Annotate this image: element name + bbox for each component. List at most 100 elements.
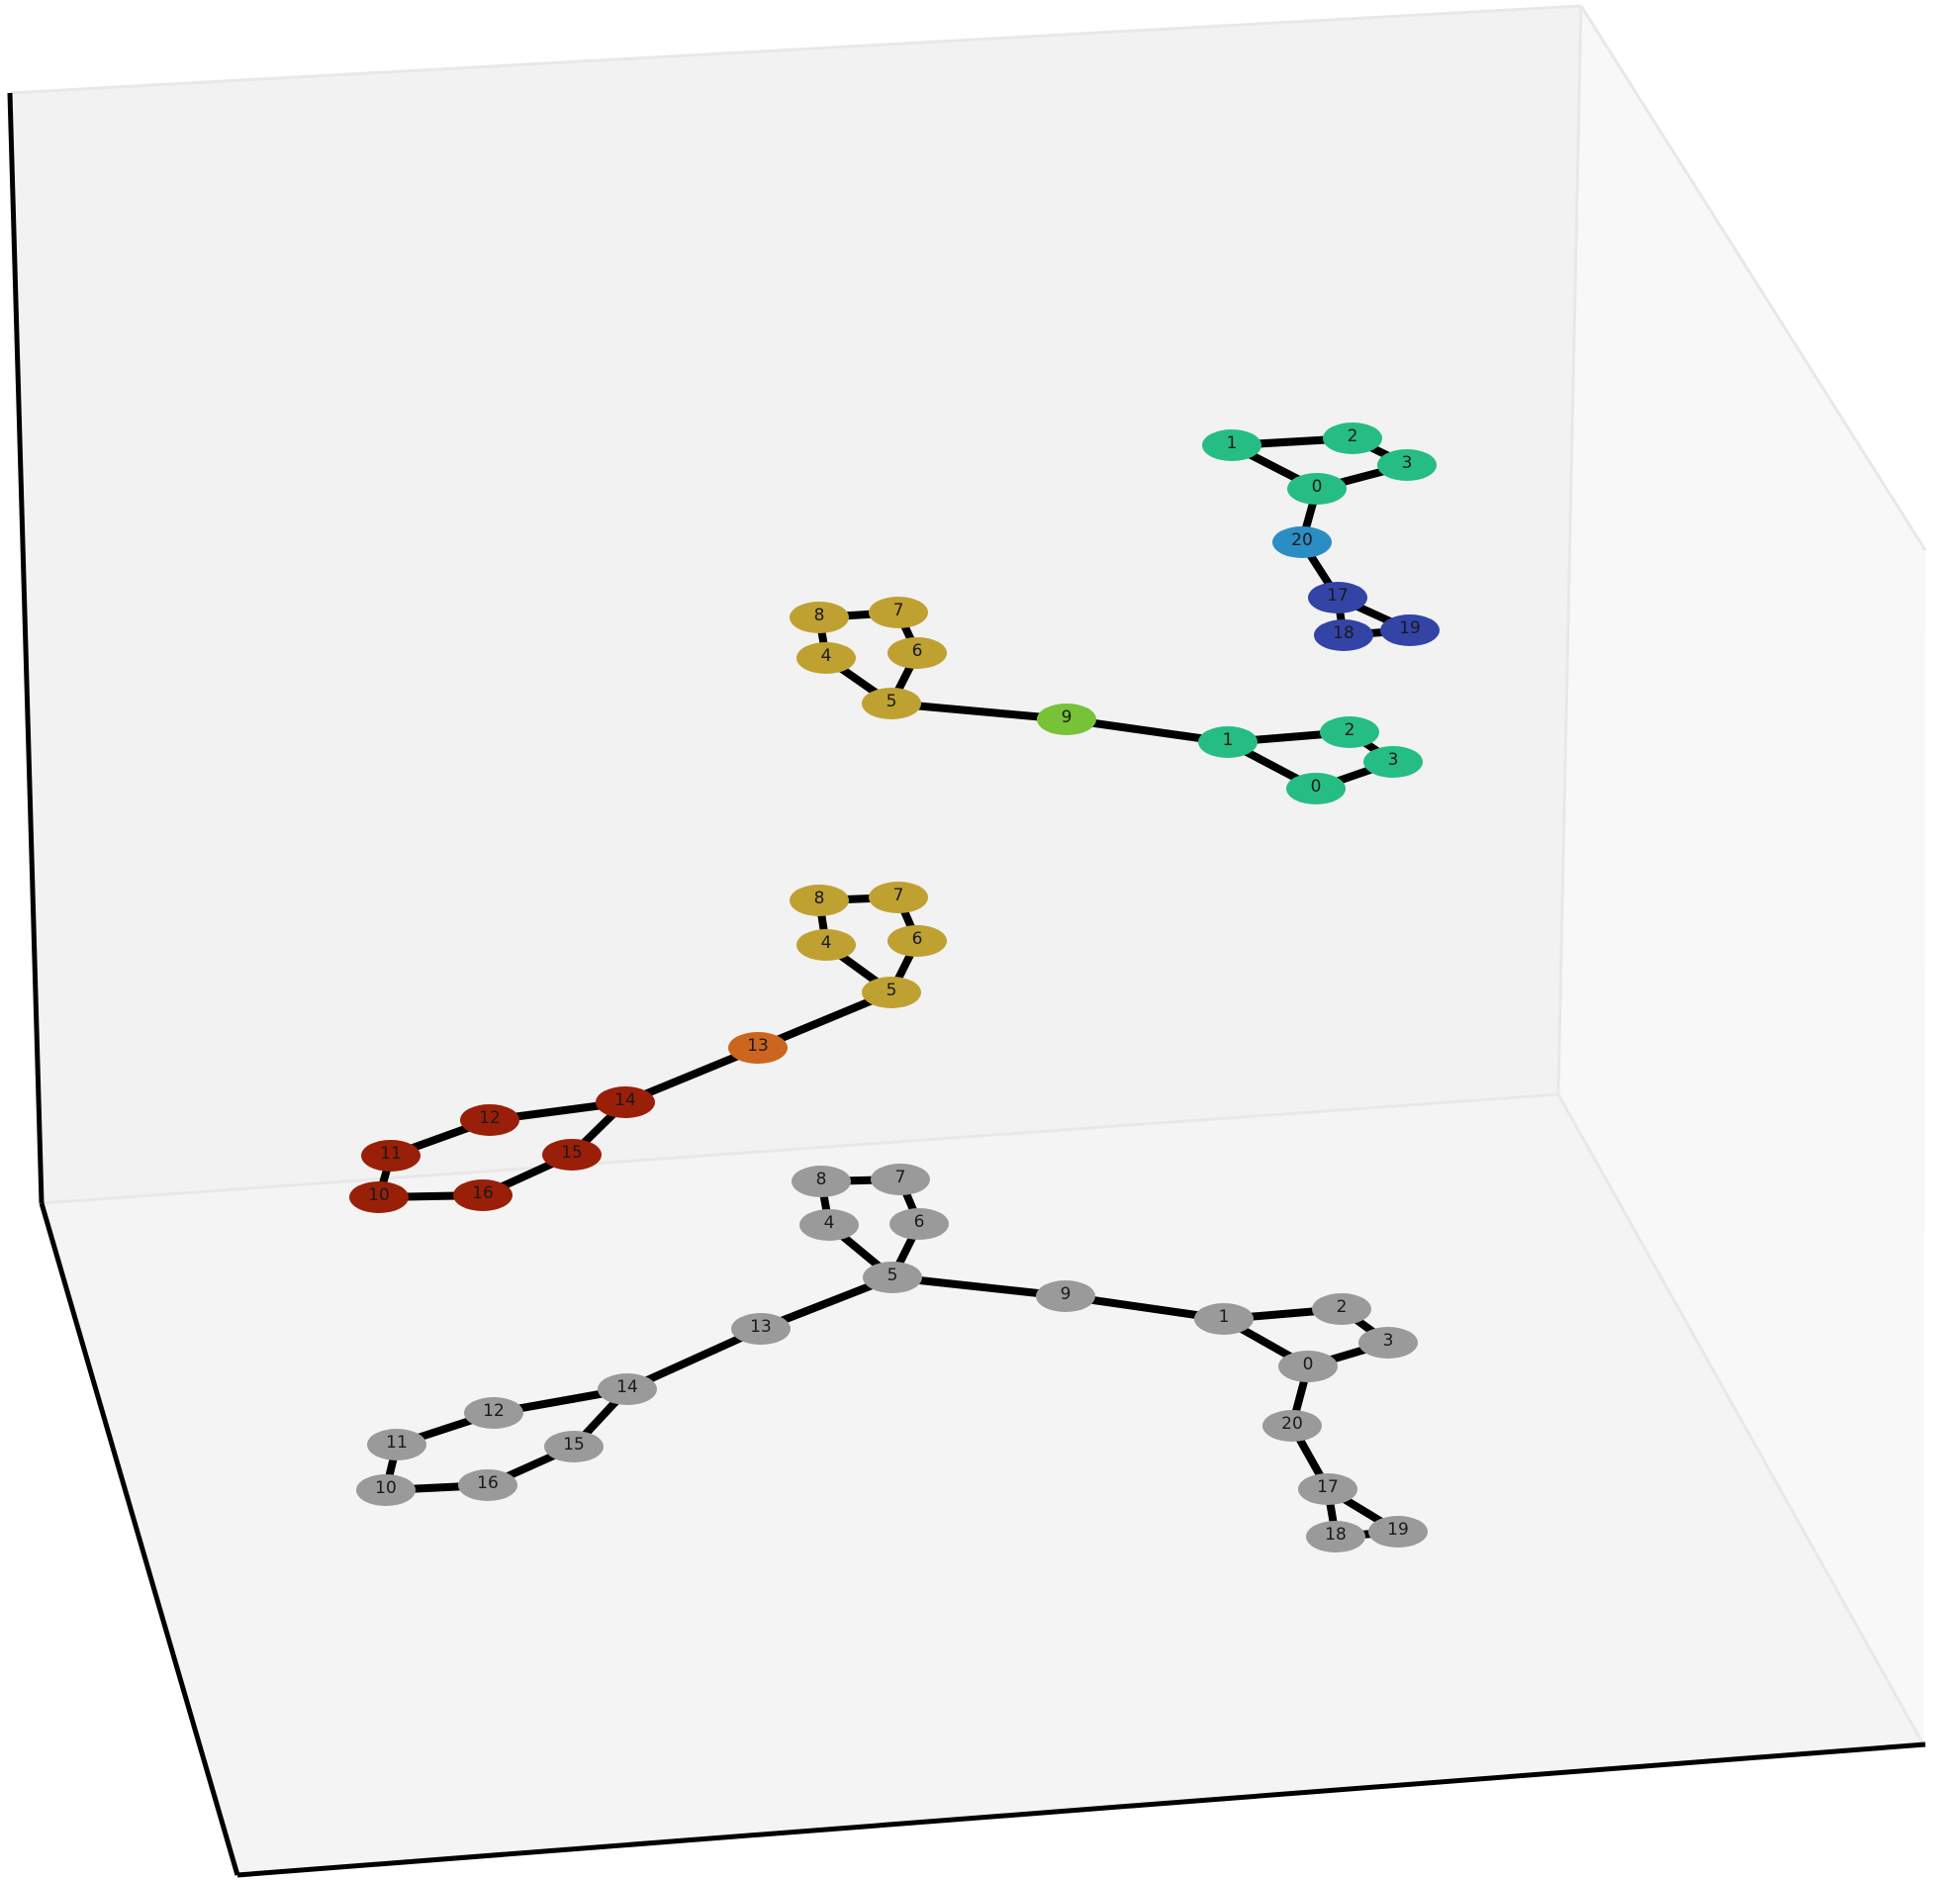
node-label: 12 [479,1108,501,1128]
graph-node [796,642,856,674]
node-label: 4 [824,1213,835,1233]
node-label: 6 [912,929,923,949]
graph-node [1368,1516,1428,1548]
node-label: 3 [1388,750,1399,770]
node-label: 2 [1348,426,1358,446]
graph-node [1314,619,1373,651]
node-label: 1 [1223,730,1234,750]
node-label: 18 [1333,623,1354,643]
graph-node [542,1139,602,1171]
z-axis-line [7,92,45,1204]
node-label: 0 [1303,1355,1314,1374]
node-label: 6 [912,641,923,661]
node-label: 1 [1227,433,1238,453]
node-label: 19 [1387,1520,1409,1540]
graph-node [887,925,947,957]
graph-node [1312,1293,1371,1325]
node-label: 14 [614,1090,636,1110]
node-label: 5 [887,1266,898,1285]
y-axis-line [39,1202,240,1876]
pane-gridline [9,4,1582,95]
graph-node [1286,773,1346,804]
graph-node [862,688,921,719]
graph-node [871,1164,930,1195]
graph-node [1308,582,1367,613]
graph-node [460,1104,519,1136]
node-label: 4 [821,933,832,953]
graph-node [1278,1351,1338,1382]
node-label: 9 [1061,1284,1072,1304]
node-label: 7 [893,886,904,905]
graph-node [1320,716,1379,748]
graph-node [731,1313,791,1345]
node-label: 8 [816,1170,827,1189]
graph-node [1298,1473,1357,1505]
graph-node [544,1431,604,1462]
graph-node [361,1140,420,1172]
graph-node [728,1032,788,1064]
graph-node [862,977,921,1008]
graph-node [1323,423,1382,454]
node-label: 0 [1312,477,1323,497]
graph-node [1363,746,1423,778]
node-label: 15 [563,1435,585,1455]
node-label: 20 [1291,530,1313,550]
graph-node [1194,1303,1254,1335]
pane-gridline [41,1092,1559,1205]
node-label: 11 [386,1433,408,1453]
node-label: 5 [887,692,897,711]
node-label: 18 [1325,1525,1347,1545]
node-label: 7 [893,601,904,620]
graph-node [1037,704,1096,735]
x-axis-line [236,1741,1926,1878]
graph-node [356,1474,416,1506]
back-pane [10,6,1581,1203]
side-pane [1558,6,1925,1744]
graph-node [464,1397,523,1429]
node-label: 20 [1281,1414,1303,1434]
graph-node [863,1262,922,1293]
node-label: 8 [814,606,825,625]
pane-gridline [1579,5,1927,551]
graph-node [887,637,947,669]
top-cluster-nodes: 1 2 3 0 20 17 18 19 [1202,423,1440,651]
node-label: 17 [1317,1477,1339,1497]
upper-chain-nodes: 8 7 4 6 5 9 1 2 3 0 [790,597,1423,804]
graph-node [1377,449,1437,481]
node-label: 8 [814,889,825,908]
node-label: 14 [616,1377,638,1397]
node-label: 15 [561,1143,583,1163]
graph-node [458,1469,517,1501]
floor-pane [42,1094,1923,1875]
node-label: 9 [1062,707,1073,727]
node-label: 10 [368,1185,390,1205]
node-label: 13 [750,1317,772,1337]
node-label: 10 [375,1478,397,1498]
graph-node [1262,1410,1322,1442]
node-label: 1 [1219,1307,1230,1327]
graph-node [1358,1327,1418,1359]
graph-node [1202,429,1261,461]
node-label: 12 [483,1401,505,1421]
graph-node [453,1179,513,1211]
graph-node [349,1181,409,1213]
graph-node [596,1086,655,1118]
graph-node [367,1429,426,1460]
graph-node [889,1208,949,1240]
node-label: 3 [1383,1331,1394,1351]
node-label: 6 [914,1212,925,1232]
graph-node [790,602,849,633]
node-label: 0 [1311,777,1322,797]
graph-node [1198,726,1258,758]
graph-node [799,1209,859,1241]
lower-chain-nodes: 8 7 4 6 5 13 14 12 15 11 10 16 [349,882,947,1213]
node-label: 2 [1337,1297,1348,1317]
node-label: 16 [477,1473,499,1493]
node-label: 4 [821,646,832,666]
node-label: 13 [747,1036,769,1056]
graph-node [796,929,856,961]
node-label: 5 [887,981,897,1000]
